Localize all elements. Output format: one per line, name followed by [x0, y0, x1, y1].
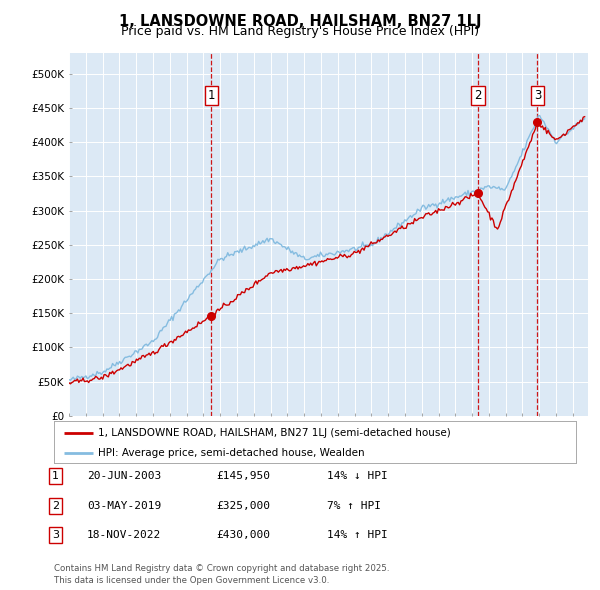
Text: 3: 3: [534, 89, 541, 102]
Text: 18-NOV-2022: 18-NOV-2022: [87, 530, 161, 540]
Text: 03-MAY-2019: 03-MAY-2019: [87, 501, 161, 510]
Text: £430,000: £430,000: [216, 530, 270, 540]
Text: 20-JUN-2003: 20-JUN-2003: [87, 471, 161, 481]
Text: Contains HM Land Registry data © Crown copyright and database right 2025.
This d: Contains HM Land Registry data © Crown c…: [54, 565, 389, 585]
Text: 2: 2: [474, 89, 482, 102]
Text: 14% ↓ HPI: 14% ↓ HPI: [327, 471, 388, 481]
Text: 2: 2: [52, 501, 59, 510]
Text: 7% ↑ HPI: 7% ↑ HPI: [327, 501, 381, 510]
Text: 1: 1: [208, 89, 215, 102]
Text: 14% ↑ HPI: 14% ↑ HPI: [327, 530, 388, 540]
Text: £325,000: £325,000: [216, 501, 270, 510]
Text: £145,950: £145,950: [216, 471, 270, 481]
Text: 1: 1: [52, 471, 59, 481]
Text: Price paid vs. HM Land Registry's House Price Index (HPI): Price paid vs. HM Land Registry's House …: [121, 25, 479, 38]
Text: 1, LANSDOWNE ROAD, HAILSHAM, BN27 1LJ (semi-detached house): 1, LANSDOWNE ROAD, HAILSHAM, BN27 1LJ (s…: [98, 428, 451, 438]
Text: 1, LANSDOWNE ROAD, HAILSHAM, BN27 1LJ: 1, LANSDOWNE ROAD, HAILSHAM, BN27 1LJ: [119, 14, 481, 28]
Text: 3: 3: [52, 530, 59, 540]
Text: HPI: Average price, semi-detached house, Wealden: HPI: Average price, semi-detached house,…: [98, 448, 365, 457]
